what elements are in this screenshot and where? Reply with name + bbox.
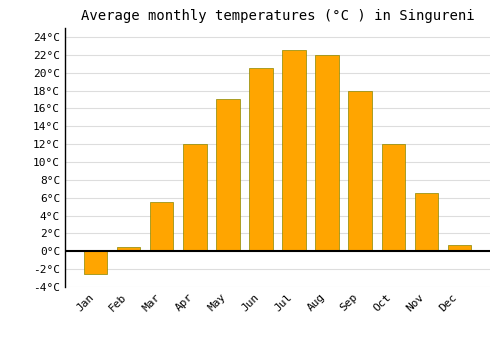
Bar bbox=[84, 251, 108, 274]
Bar bbox=[282, 50, 306, 251]
Bar bbox=[216, 99, 240, 251]
Bar bbox=[150, 202, 174, 251]
Bar bbox=[448, 245, 470, 251]
Bar bbox=[382, 144, 404, 251]
Bar bbox=[250, 68, 272, 251]
Title: Average monthly temperatures (°C ) in Singureni: Average monthly temperatures (°C ) in Si… bbox=[80, 9, 474, 23]
Bar bbox=[348, 91, 372, 251]
Bar bbox=[316, 55, 338, 251]
Bar bbox=[414, 193, 438, 251]
Bar bbox=[118, 247, 141, 251]
Bar bbox=[184, 144, 206, 251]
